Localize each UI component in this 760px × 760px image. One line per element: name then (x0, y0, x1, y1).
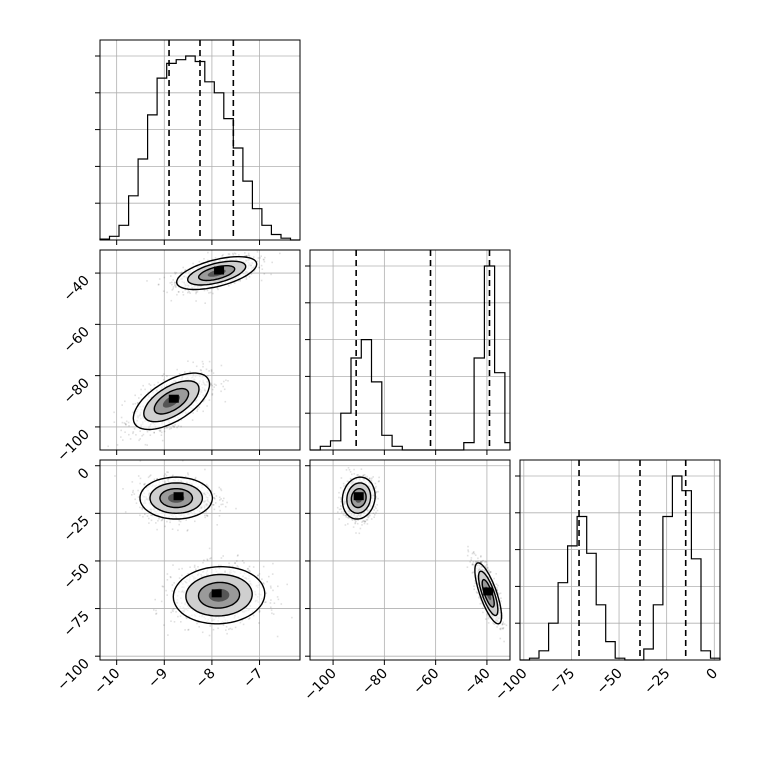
histogram-step-p0 (99, 55, 300, 241)
xtick-label-p0-1: −9 (145, 666, 171, 692)
xtick-label-p2-4: 0 (703, 666, 721, 684)
scatter-content-p1_vs_p0 (100, 250, 281, 448)
axes-frame-p1_vs_p0 (99, 249, 301, 451)
xtick-label-p0-2: −8 (193, 666, 219, 692)
contour-p2_vs_p1-0-0 (341, 476, 376, 520)
axes-frame-p2 (519, 459, 721, 661)
histogram-panel-p1 (305, 249, 511, 455)
scatter-panel-p1_vs_p0 (95, 249, 301, 455)
contour-p2_vs_p1-0-2 (350, 488, 367, 509)
xtick-label-p1-3: −40 (462, 666, 494, 698)
contour-p2_vs_p0-0-1 (149, 482, 204, 515)
contour-p2_vs_p1-0-1 (346, 482, 372, 515)
ytick-label-p2-2: −50 (61, 560, 93, 592)
contour-p1_vs_p0-1-2 (153, 387, 190, 415)
scatter-content-p2_vs_p1 (336, 467, 508, 643)
contour-p2_vs_p0-1-0 (172, 566, 266, 625)
xtick-label-p0-0: −10 (91, 666, 123, 698)
xtick-label-p0-3: −7 (240, 666, 266, 692)
scatter-panel-p2_vs_p0 (95, 459, 301, 665)
xtick-label-p2-0: −100 (492, 666, 531, 705)
axes-frame-p2_vs_p1 (309, 459, 511, 661)
histogram-step-p1 (310, 265, 511, 451)
xtick-label-p2-1: −75 (546, 666, 578, 698)
scatter-content-p2_vs_p0 (114, 460, 293, 638)
contour-p2_vs_p0-1-1 (185, 573, 253, 617)
density-peak-p1_vs_p0-0 (214, 266, 225, 275)
contour-p1_vs_p0-0-0 (175, 256, 258, 291)
ytick-label-p1-0: −100 (54, 426, 93, 465)
axes-frame-p0 (99, 39, 301, 241)
histogram-panel-p0 (95, 39, 301, 245)
ytick-label-p2-1: −75 (61, 608, 93, 640)
ytick-label-p1-1: −80 (61, 375, 93, 407)
ytick-label-p2-0: −100 (54, 656, 93, 695)
ytick-label-p2-3: −25 (61, 513, 93, 545)
scatter-panel-p2_vs_p1 (305, 459, 511, 665)
grid-lines (310, 460, 510, 660)
density-peak-p1_vs_p0-1 (168, 394, 179, 403)
ytick-label-p1-2: −60 (61, 324, 93, 356)
density-peak-p2_vs_p1-1 (483, 587, 494, 596)
contour-p2_vs_p0-0-2 (159, 488, 194, 509)
density-peak-p2_vs_p1-0 (353, 492, 364, 501)
contour-p1_vs_p0-1-0 (132, 372, 211, 431)
xtick-label-p2-2: −50 (594, 666, 626, 698)
density-peak-p2_vs_p0-0 (173, 492, 184, 501)
histogram-step-p2 (520, 475, 721, 661)
histogram-panel-p2 (515, 459, 721, 661)
contour-p1_vs_p0-0-2 (198, 265, 236, 282)
axes-frame-p2_vs_p0 (99, 459, 301, 661)
grid-lines (310, 250, 510, 450)
contour-p2_vs_p1-1-0 (474, 562, 503, 625)
grid-lines (520, 460, 720, 660)
contour-p2_vs_p0-1-2 (197, 581, 241, 609)
contour-p1_vs_p0-1-1 (143, 380, 200, 423)
xtick-label-p1-1: −80 (359, 666, 391, 698)
xtick-label-p1-2: −60 (410, 666, 442, 698)
density-peak-p2_vs_p0-1 (211, 589, 222, 598)
xtick-label-p2-3: −25 (641, 666, 673, 698)
xtick-label-p1-0: −100 (301, 666, 340, 705)
ytick-label-p2-4: 0 (75, 465, 93, 483)
contour-p1_vs_p0-0-1 (186, 260, 247, 286)
axes-frame-p1 (309, 249, 511, 451)
contour-p2_vs_p0-0-0 (139, 476, 214, 520)
ytick-label-p1-3: −40 (61, 273, 93, 305)
